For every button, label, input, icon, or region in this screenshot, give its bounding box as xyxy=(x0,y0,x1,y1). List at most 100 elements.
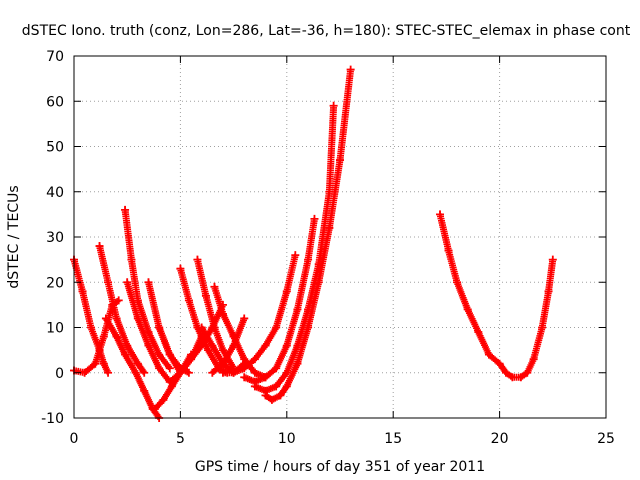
data-point xyxy=(276,391,285,400)
data-point xyxy=(121,350,130,359)
data-point xyxy=(436,210,445,219)
data-point xyxy=(101,314,110,323)
data-point xyxy=(144,278,153,287)
series-16 xyxy=(240,214,319,386)
data-point xyxy=(131,368,140,377)
data-point xyxy=(240,355,249,364)
data-point xyxy=(201,291,210,300)
data-point xyxy=(127,255,136,264)
data-point xyxy=(210,282,219,291)
x-tick-label: 0 xyxy=(70,431,79,447)
data-point xyxy=(282,341,291,350)
data-point xyxy=(123,341,132,350)
y-tick-label: 20 xyxy=(46,275,64,291)
data-point xyxy=(184,296,193,305)
data-point xyxy=(282,368,291,377)
data-point xyxy=(133,314,142,323)
data-point xyxy=(310,214,319,223)
data-point xyxy=(314,278,323,287)
data-point xyxy=(250,368,259,377)
data-point xyxy=(261,373,270,382)
data-point xyxy=(240,364,249,373)
data-point xyxy=(95,242,104,251)
data-point xyxy=(165,364,174,373)
series-11 xyxy=(193,255,238,373)
data-point xyxy=(99,332,108,341)
data-point xyxy=(218,346,227,355)
data-point xyxy=(282,382,291,391)
data-point xyxy=(104,368,113,377)
data-point xyxy=(121,205,130,214)
data-point xyxy=(229,368,238,377)
data-point xyxy=(204,346,213,355)
data-point xyxy=(155,323,164,332)
data-point xyxy=(140,368,149,377)
data-point xyxy=(218,309,227,318)
y-axis-label: dSTEC / TECUs xyxy=(6,185,22,288)
data-point xyxy=(548,255,557,264)
data-layer xyxy=(70,65,557,422)
data-point xyxy=(208,368,217,377)
data-point xyxy=(187,355,196,364)
data-point xyxy=(193,255,202,264)
data-point xyxy=(104,278,113,287)
data-point xyxy=(140,386,149,395)
series-15 xyxy=(218,251,300,377)
data-point xyxy=(293,305,302,314)
data-point xyxy=(159,395,168,404)
data-point xyxy=(155,364,164,373)
data-point xyxy=(495,359,504,368)
data-point xyxy=(261,391,270,400)
x-tick-label: 10 xyxy=(278,431,296,447)
data-point xyxy=(538,323,547,332)
y-tick-label: 50 xyxy=(46,140,64,156)
data-point xyxy=(529,355,538,364)
series-2 xyxy=(95,242,149,377)
x-tick-label: 25 xyxy=(597,431,615,447)
data-point xyxy=(176,368,185,377)
series-18 xyxy=(261,65,355,404)
data-point xyxy=(78,287,87,296)
data-point xyxy=(261,341,270,350)
data-point xyxy=(293,359,302,368)
data-point xyxy=(304,255,313,264)
data-point xyxy=(508,373,517,382)
data-point xyxy=(229,341,238,350)
y-tick-label: 40 xyxy=(46,185,64,201)
data-point xyxy=(144,341,153,350)
data-point xyxy=(516,373,525,382)
series-19 xyxy=(436,210,557,382)
y-tick-label: 70 xyxy=(46,49,64,65)
y-tick-label: 30 xyxy=(46,230,64,246)
data-point xyxy=(336,156,344,165)
x-tick-label: 5 xyxy=(176,431,185,447)
data-point xyxy=(112,314,121,323)
data-point xyxy=(240,314,249,323)
data-point xyxy=(267,395,276,404)
data-point xyxy=(444,246,453,255)
x-tick-label: 15 xyxy=(384,431,402,447)
data-point xyxy=(87,323,96,332)
x-axis-label: GPS time / hours of day 351 of year 2011 xyxy=(195,459,485,475)
data-point xyxy=(329,101,338,110)
data-point xyxy=(176,264,185,273)
data-point xyxy=(210,323,219,332)
data-point xyxy=(272,382,281,391)
series-14 xyxy=(208,314,249,377)
data-point xyxy=(304,323,313,332)
data-point xyxy=(544,287,553,296)
data-point xyxy=(155,350,164,359)
data-point xyxy=(250,355,259,364)
data-point xyxy=(123,278,132,287)
data-point xyxy=(197,341,206,350)
data-point xyxy=(272,364,281,373)
data-point xyxy=(453,278,462,287)
data-point xyxy=(114,296,123,305)
data-point xyxy=(523,368,532,377)
data-point xyxy=(150,404,159,413)
tick-layer: 0 5 10 15 20 25 -10 0 10 20 30 40 50 60 70 xyxy=(41,49,615,447)
data-point xyxy=(218,368,227,377)
data-point xyxy=(501,368,510,377)
data-point xyxy=(272,323,281,332)
y-tick-label: 0 xyxy=(55,366,64,382)
